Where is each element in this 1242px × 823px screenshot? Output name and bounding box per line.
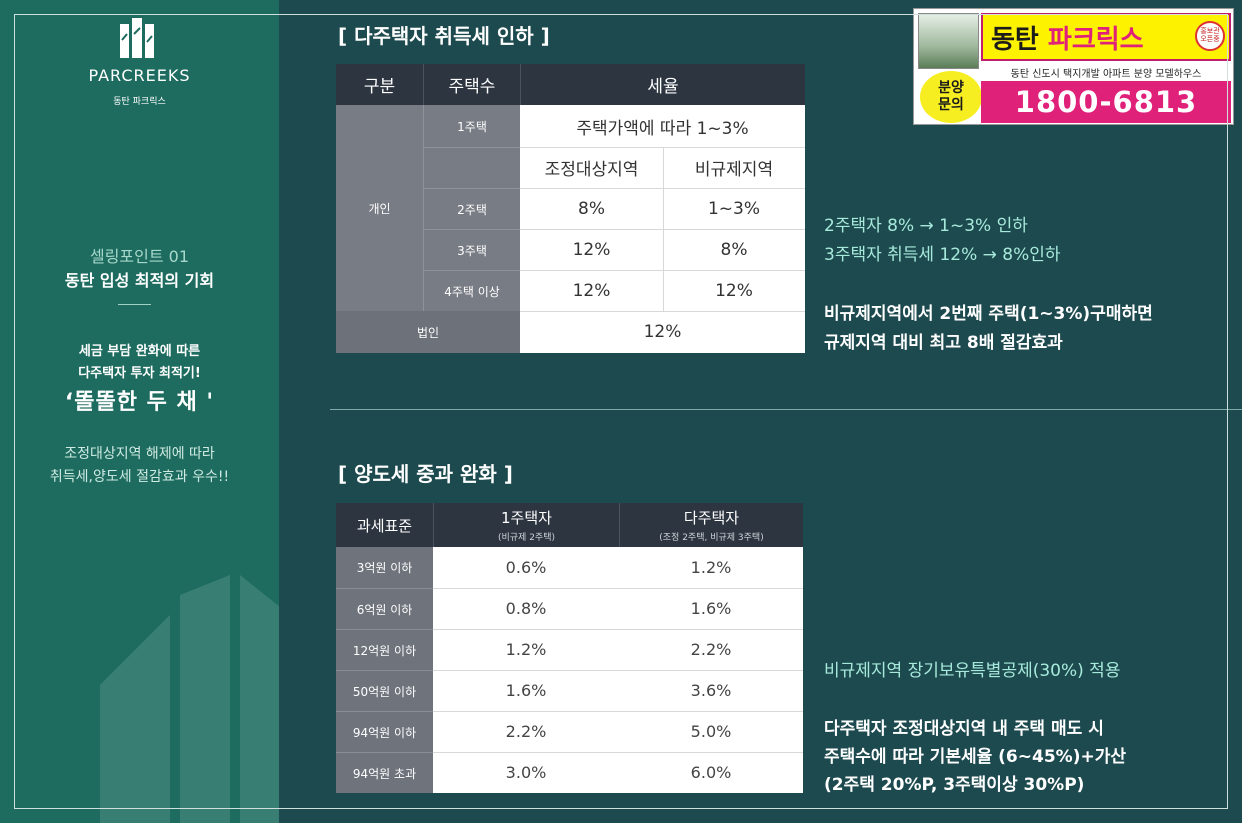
table-header-house-count: 주택수 (423, 64, 520, 105)
brand-name: PARCREEKS (88, 66, 191, 85)
cell-single-rate: 0.8% (505, 599, 547, 618)
tax-relief-line-2: 다주택자 투자 최적기! (78, 366, 201, 381)
selling-point-title: 동탄 입성 최적의 기회 (64, 271, 215, 290)
cell-multi-rate: 3.6% (690, 681, 732, 700)
phone-number: 1800-6813 (1014, 85, 1198, 119)
row-label-tax-base: 50억원 이하 (336, 670, 433, 711)
note-savings-line-1: 비규제지역에서 2번째 주택(1~3%)구매하면 (824, 304, 1153, 324)
sales-inquiry-banner[interactable]: 동탄 파크릭스 홍보관 오픈중 동탄 신도시 택지개발 아파트 분양 모델하우스… (913, 8, 1234, 125)
row-label-4house: 4주택 이상 (423, 270, 520, 311)
grid-line (433, 711, 803, 712)
row-label-individual: 개인 (336, 105, 423, 311)
cell-single-rate: 1.6% (505, 681, 547, 700)
table-header-tax-base: 과세표준 (336, 503, 433, 547)
cell-single-rate: 2.2% (505, 722, 547, 741)
ad-description: 동탄 신도시 택지개발 아파트 분양 모델하우스 (1010, 69, 1202, 80)
table-header-tax-rate: 세율 (520, 64, 805, 105)
cell-2house-adj: 8% (578, 198, 605, 219)
table-header-multi-owner: 다주택자 (조정 2주택, 비규제 3주택) (619, 503, 803, 547)
cell-4house-nonreg: 12% (715, 280, 753, 301)
table-header-single-owner: 1주택자 (비규제 2주택) (433, 503, 619, 547)
note-multi-owner-line-2: 주택수에 따라 기본세율 (6~45%)+가산 (824, 747, 1126, 767)
summary-line-1: 조정대상지역 해제에 따라 (64, 446, 215, 462)
row-label-tax-base: 12억원 이하 (336, 629, 433, 670)
tax-relief-line-1: 세금 부담 완화에 따른 (78, 344, 201, 359)
table-header-category: 구분 (336, 64, 423, 105)
note-savings-line-2: 규제지역 대비 최고 8배 절감효과 (824, 333, 1063, 353)
note-long-term-deduction: 비규제지역 장기보유특별공제(30%) 적용 (824, 661, 1121, 681)
cell-single-rate: 0.6% (505, 558, 547, 577)
sub-header-adjusted-area: 조정대상지역 (544, 160, 639, 180)
cell-multi-rate: 6.0% (690, 763, 732, 782)
section-title-acquisition-tax: [ 다주택자 취득세 인하 ] (338, 24, 550, 48)
row-label-corporation: 법인 (336, 311, 520, 353)
grid-line (433, 752, 803, 753)
acquisition-tax-table: 구분 주택수 세율 개인 1주택 2주택 3주택 4주택 이상 법인 주택가액에… (336, 64, 805, 353)
divider (118, 304, 151, 305)
grid-line (520, 147, 805, 148)
grid-line (663, 147, 664, 311)
grid-line (433, 588, 803, 589)
cell-corporation-rate: 12% (643, 322, 682, 342)
cell-multi-rate: 2.2% (690, 640, 732, 659)
cell-single-rate: 3.0% (505, 763, 547, 782)
sub-header-non-regulated-area: 비규제지역 (694, 160, 774, 180)
note-2house-reduction: 2주택자 8% → 1~3% 인하 (824, 216, 1028, 236)
left-panel: PARCREEKS 동탄 파크릭스 셀링포인트 01 동탄 입성 최적의 기회 … (0, 0, 279, 823)
note-3house-reduction: 3주택자 취득세 12% → 8%인하 (824, 245, 1061, 265)
cell-1house-rate: 주택가액에 따라 1~3% (576, 118, 749, 139)
summary-line-2: 취득세,양도세 절감효과 우수!! (49, 469, 230, 485)
ad-brand-name: 동탄 파크릭스 (991, 24, 1144, 55)
selling-point-number: 셀링포인트 01 (89, 247, 190, 266)
cell-2house-nonreg: 1~3% (707, 198, 761, 219)
cell-single-rate: 1.2% (505, 640, 547, 659)
grid-line (433, 629, 803, 630)
row-label-tax-base: 6억원 이하 (336, 588, 433, 629)
cell-3house-adj: 12% (572, 239, 611, 260)
row-label-tax-base: 94억원 초과 (336, 752, 433, 793)
cell-multi-rate: 1.2% (690, 558, 732, 577)
note-multi-owner-line-1: 다주택자 조정대상지역 내 주택 매도 시 (824, 719, 1104, 739)
grid-line (433, 670, 803, 671)
note-multi-owner-line-3: (2주택 20%P, 3주택이상 30%P) (824, 775, 1085, 795)
showroom-open-seal-icon: 홍보관 오픈중 (1195, 21, 1225, 51)
transfer-tax-table: 과세표준 1주택자 (비규제 2주택) 다주택자 (조정 2주택, 비규제 3주… (336, 503, 803, 793)
row-label-blank (423, 147, 520, 188)
cell-multi-rate: 1.6% (690, 599, 732, 618)
grid-line (520, 188, 805, 189)
phone-number-box[interactable]: 1800-6813 (981, 81, 1231, 123)
grid-line (520, 270, 805, 271)
background-building-graphic (100, 575, 279, 823)
row-label-2house: 2주택 (423, 188, 520, 229)
cell-3house-nonreg: 8% (720, 239, 748, 260)
grid-line (520, 229, 805, 230)
row-label-tax-base: 94억원 이하 (336, 711, 433, 752)
row-label-tax-base: 3억원 이하 (336, 547, 433, 588)
row-label-1house: 1주택 (423, 105, 520, 147)
cell-4house-adj: 12% (572, 280, 611, 301)
brand-name-box: 동탄 파크릭스 홍보관 오픈중 (981, 13, 1231, 61)
grid-line (520, 311, 805, 312)
headline-two-homes: ‘똘똘한 두 채 ' (64, 390, 215, 415)
brand-subname: 동탄 파크릭스 (113, 97, 166, 107)
section-separator (330, 409, 1242, 410)
cell-multi-rate: 5.0% (690, 722, 732, 741)
section-title-transfer-tax: [ 양도세 중과 완화 ] (338, 462, 513, 486)
building-logo-icon (120, 18, 154, 58)
complex-photo (918, 13, 979, 69)
sales-inquiry-badge: 분양 문의 (920, 71, 982, 123)
row-label-3house: 3주택 (423, 229, 520, 270)
